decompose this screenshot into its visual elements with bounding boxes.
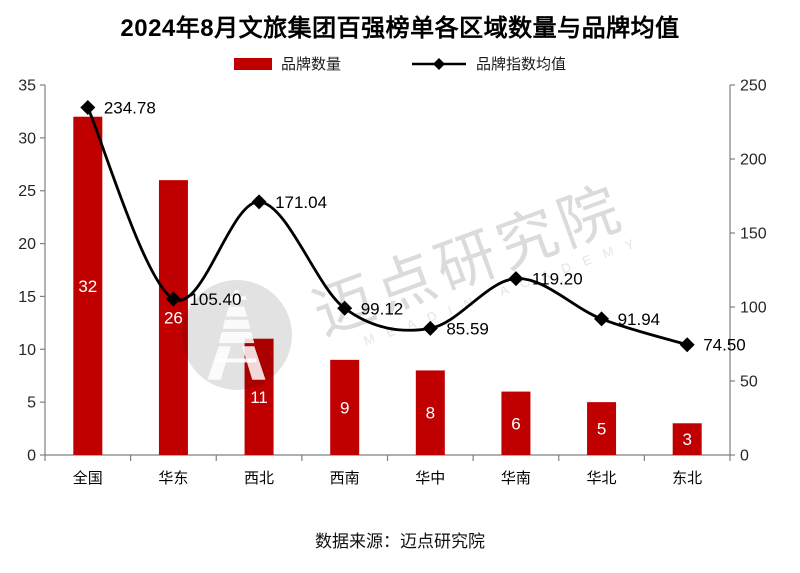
category-label: 全国 [73,469,103,487]
right-axis-tick-label: 200 [740,152,767,169]
left-axis-tick-label: 0 [27,448,36,465]
bar-华南 [501,391,531,455]
left-axis-tick-label: 20 [18,236,36,253]
legend-item-bar: 品牌数量 [233,53,341,74]
bar-全国 [73,116,103,455]
right-axis-tick-label: 250 [740,78,767,95]
bar-华北 [587,402,617,455]
data-source: 数据来源：迈点研究院 [315,532,485,551]
left-axis-tick-label: 15 [18,289,36,306]
diamond-marker-华南 [508,271,524,287]
bar-value-label: 26 [164,309,183,328]
bar-value-label: 6 [511,414,520,433]
legend-bar-label: 品牌数量 [280,56,341,73]
category-label: 华北 [587,470,617,487]
line-value-label: 119.20 [532,270,583,289]
left-axis-tick-label: 10 [18,342,36,359]
diamond-marker-全国 [80,100,96,116]
category-label: 东北 [672,470,702,487]
diamond-marker-东北 [679,337,695,353]
line-value-label: 85.59 [446,319,489,338]
left-axis-tick-label: 5 [27,395,36,412]
category-label: 西南 [330,470,360,487]
line-value-label: 105.40 [189,290,241,309]
category-label: 西北 [244,470,274,487]
left-axis-tick-label: 25 [18,183,36,200]
diamond-marker-华北 [594,311,610,327]
bar-value-label: 5 [597,420,606,439]
bar-value-label: 32 [78,277,97,296]
category-label: 华东 [158,470,188,487]
legend-line-label: 品牌指数均值 [476,56,567,73]
right-axis-tick-label: 100 [740,300,767,317]
category-label: 华中 [415,470,445,487]
line-diamond-swatch-icon [412,57,466,70]
left-axis-tick-label: 35 [18,78,36,95]
line-value-label: 234.78 [104,99,156,118]
right-axis-tick-label: 0 [740,448,749,465]
bar-swatch-icon [233,57,272,70]
line-value-label: 99.12 [361,299,404,318]
bar-value-label: 9 [340,398,349,417]
line-value-label: 74.50 [703,336,746,355]
bar-华东 [158,180,188,455]
chart-title: 2024年8月文旅集团百强榜单各区域数量与品牌均值 [120,15,680,42]
right-axis-tick-label: 50 [740,374,758,391]
bar-value-label: 8 [426,404,435,423]
left-axis-tick-label: 30 [18,130,36,147]
bar-西南 [330,359,360,455]
diamond-marker-西南 [337,300,353,316]
right-axis-tick-label: 150 [740,226,767,243]
bar-华中 [415,370,445,455]
legend: 品牌数量 品牌指数均值 [0,53,800,74]
bar-东北 [672,423,702,455]
diamond-marker-华中 [422,320,438,336]
line-value-label: 91.94 [618,310,661,329]
legend-item-line: 品牌指数均值 [411,53,566,74]
category-label: 华南 [501,470,531,487]
diamond-marker-西北 [251,194,267,210]
line-value-label: 171.04 [275,193,327,212]
bar-value-label: 3 [682,430,691,449]
diamond-marker-华东 [165,291,181,307]
bar-value-label: 11 [250,388,268,407]
